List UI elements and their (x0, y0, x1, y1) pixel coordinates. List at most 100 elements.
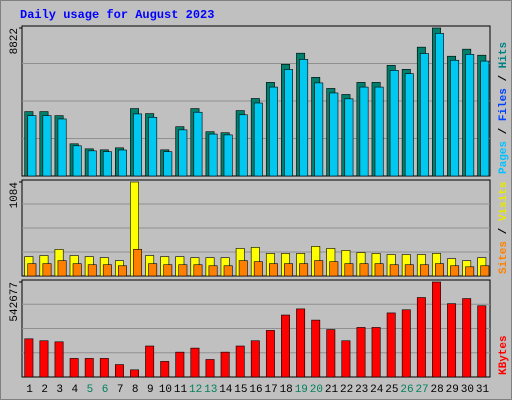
bar (145, 345, 155, 378)
bar (130, 369, 139, 378)
bar (163, 151, 173, 177)
x-tick-label: 31 (476, 384, 490, 396)
x-tick-label: 20 (310, 384, 323, 396)
bar (118, 149, 127, 177)
legend-entry: KBytes (498, 335, 510, 375)
bar (178, 129, 188, 177)
x-tick-label: 1 (26, 384, 33, 396)
bar (208, 265, 218, 277)
x-tick-label: 27 (415, 384, 428, 396)
bar (419, 264, 429, 277)
bar (84, 358, 94, 378)
bar (57, 260, 67, 277)
bar (102, 151, 112, 177)
x-tick-label: 25 (385, 384, 398, 396)
bar (281, 314, 290, 378)
bar (193, 111, 203, 177)
bar (386, 312, 396, 378)
bar (223, 265, 233, 277)
x-tick-label: 7 (117, 384, 124, 396)
bar (299, 59, 309, 177)
x-tick-label: 4 (72, 384, 79, 396)
bar (39, 340, 49, 378)
x-tick-label: 16 (249, 384, 262, 396)
x-tick-label: 11 (174, 384, 188, 396)
bar (69, 358, 79, 378)
x-tick-label: 2 (41, 384, 48, 396)
x-tick-label: 29 (446, 384, 459, 396)
y-tick-label: 1084 (9, 182, 21, 209)
bar (416, 297, 426, 378)
bar (450, 59, 460, 177)
bar (299, 263, 309, 277)
bar (296, 308, 306, 378)
bar (114, 364, 124, 378)
bar (359, 263, 369, 277)
x-tick-label: 13 (204, 384, 217, 396)
bar (148, 116, 158, 177)
x-tick-label: 12 (189, 384, 202, 396)
bar (223, 134, 233, 177)
bar (87, 150, 97, 177)
bar (178, 264, 188, 277)
bar (250, 340, 260, 378)
x-tick-label: 6 (102, 384, 109, 396)
bar (235, 345, 245, 378)
bar (435, 33, 444, 177)
x-tick-label: 19 (295, 384, 308, 396)
bar (465, 54, 475, 177)
bar (344, 263, 354, 277)
bar (268, 263, 278, 277)
bar (356, 327, 366, 378)
bar (401, 309, 411, 378)
bar (268, 86, 278, 177)
bar (284, 263, 293, 277)
chart-title: Daily usage for August 2023 (20, 8, 214, 22)
bar (193, 264, 203, 277)
legend-entry: Files (498, 88, 510, 121)
x-tick-label: 28 (431, 384, 444, 396)
bar (389, 70, 399, 177)
y-tick-label: 8822 (9, 28, 21, 54)
x-tick-label: 24 (370, 384, 384, 396)
legend: KBytes (498, 335, 510, 375)
bar (57, 118, 67, 177)
bar (102, 264, 112, 277)
x-tick-label: 21 (325, 384, 339, 396)
bar (371, 327, 381, 378)
bar (148, 263, 158, 277)
bar (344, 98, 354, 177)
legend-entry: Pages (498, 141, 510, 174)
bar (480, 265, 490, 277)
bar (99, 358, 109, 378)
bar (404, 264, 414, 277)
bar (450, 265, 460, 277)
bar (447, 303, 457, 378)
bar (54, 341, 64, 378)
bar (253, 261, 263, 277)
legend-entry: Hits (498, 42, 510, 68)
bar (311, 319, 321, 378)
bar (432, 281, 441, 378)
bar (42, 115, 52, 177)
bar (72, 263, 82, 277)
bar (133, 113, 143, 177)
bar (374, 263, 384, 277)
bar (404, 73, 414, 177)
bar (341, 340, 351, 378)
bar (284, 69, 293, 177)
bar (419, 53, 429, 177)
x-tick-label: 30 (461, 384, 474, 396)
legend: Pages / Files / Hits (498, 42, 510, 174)
x-tick-label: 3 (56, 384, 63, 396)
bar (133, 249, 143, 277)
bar (208, 133, 218, 177)
bar (480, 60, 490, 177)
bar (205, 359, 215, 378)
x-tick-label: 17 (264, 384, 277, 396)
bar (462, 298, 472, 378)
x-tick-label: 23 (355, 384, 368, 396)
legend-entry: Sites (498, 241, 510, 274)
